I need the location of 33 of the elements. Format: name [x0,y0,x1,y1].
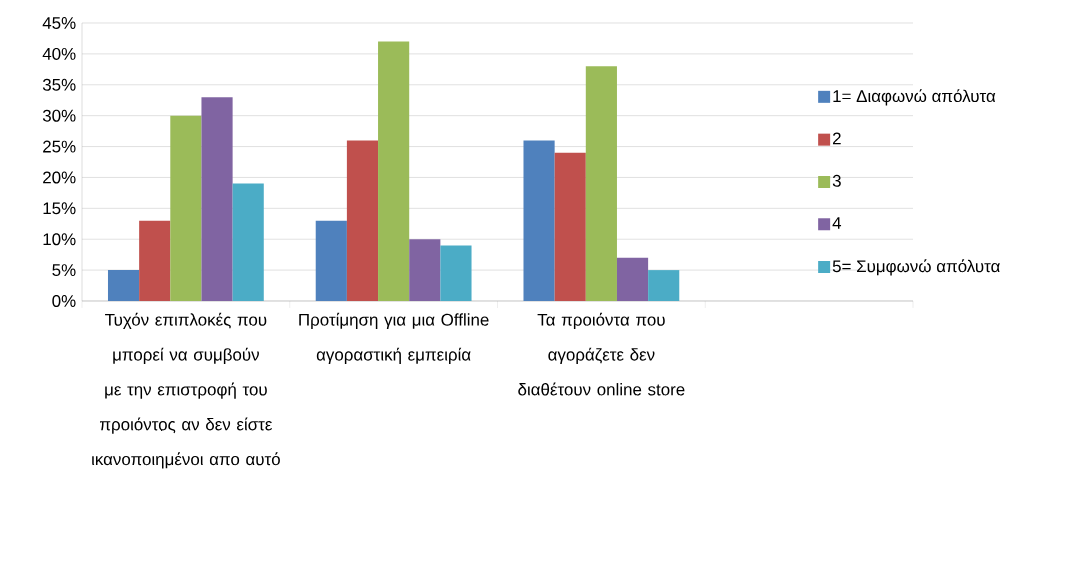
bar [409,239,441,301]
y-tick-label: 5% [52,264,76,277]
y-tick-label: 35% [42,78,76,91]
y-tick-label: 10% [43,233,76,246]
y-tick-label: 45% [42,17,76,29]
x-tick-label: Τυχόν επιπλοκές που μπορεί να συμβούν με την επιστροφή του προιόντος αν δεν είστε ικανοποιημένοι απο αυτό [92,312,280,469]
bar [378,41,410,301]
y-tick-label: 40% [42,47,76,60]
legend-label: 2 [832,132,841,145]
y-tick-label: 25% [43,140,76,153]
bar [107,270,140,301]
bar [170,115,202,301]
bar [346,140,379,301]
bar [523,140,555,301]
bar [585,66,617,301]
bar [139,220,171,301]
legend-label: 4 [832,217,842,229]
bar [201,97,233,301]
x-tick-label: Τα προιόντα που αγοράζετε δεν διαθέτουν online store [518,312,685,396]
bar [232,183,264,301]
bar [440,245,472,301]
bar [616,257,649,301]
bar [315,220,347,301]
legend-label: 5= Συμφωνώ απόλυτα [832,259,1000,276]
y-tick-label: 15% [43,202,76,215]
x-tick-label: Προτίμηση για μια Offline αγοραστική εμπειρία [299,312,489,364]
y-tick-label: 0% [52,295,76,307]
legend-label: 3 [832,174,841,187]
bar [554,152,586,301]
y-tick-label: 30% [42,109,76,122]
y-tick-label: 20% [43,171,76,184]
bar [648,270,680,301]
legend-label: 1= Διαφωνώ απόλυτα [833,89,996,106]
